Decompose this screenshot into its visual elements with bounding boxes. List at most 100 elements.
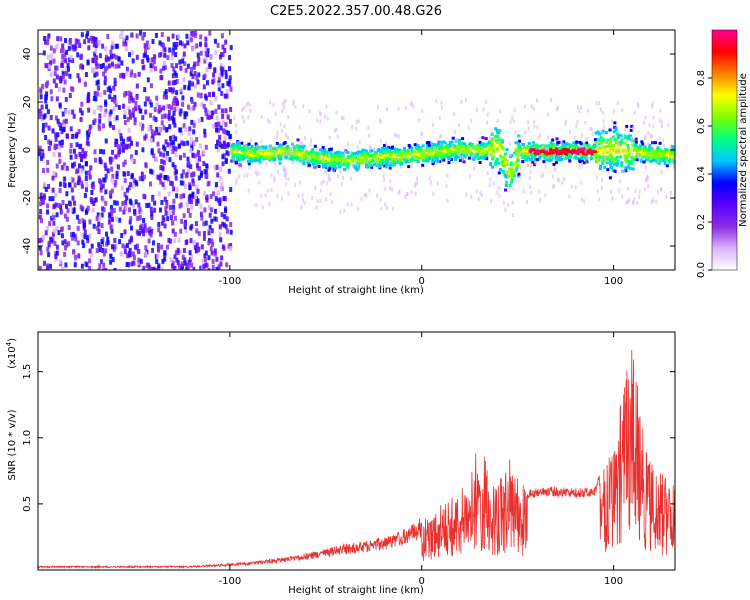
spectrogram-cell xyxy=(406,192,409,196)
spectrogram-cell xyxy=(648,145,652,149)
spectrogram-cell xyxy=(553,153,556,158)
spectrogram-cell xyxy=(146,77,150,83)
spectrogram-cell xyxy=(301,193,304,198)
spectrogram-cell xyxy=(183,43,187,49)
spectrogram-cell xyxy=(631,136,633,141)
spectrogram-cell xyxy=(502,170,506,174)
spectrogram-cell xyxy=(510,180,514,184)
spectrogram-cell xyxy=(206,181,210,187)
spectrogram-cell xyxy=(628,134,632,138)
spectrogram-cell xyxy=(429,180,432,185)
spectrogram-cell xyxy=(157,222,161,227)
spectrogram-cell xyxy=(100,64,103,69)
spectrogram-cell xyxy=(608,128,612,132)
spectrogram-cell xyxy=(43,113,47,119)
spectrogram-cell xyxy=(166,216,170,222)
spectrogram-cell xyxy=(311,158,315,162)
spectrogram-cell xyxy=(383,156,387,160)
spectrogram-cell xyxy=(55,163,59,169)
spectrogram-cell xyxy=(66,208,70,214)
spectrogram-cell xyxy=(443,147,447,151)
colorbar-tick-label: 0.4 xyxy=(696,166,707,182)
spectrogram-cell xyxy=(487,154,490,159)
spectrogram-cell xyxy=(57,144,61,150)
spectrogram-cell xyxy=(64,262,68,268)
spectrogram-cell xyxy=(175,63,179,69)
spectrogram-cell xyxy=(85,140,89,146)
spectrogram-cell xyxy=(115,174,119,180)
spectrogram-cell xyxy=(136,243,139,249)
spectrogram-cell xyxy=(589,146,592,150)
spectrogram-cell xyxy=(173,231,177,237)
spectrogram-cell xyxy=(111,149,114,155)
spectrogram-cell xyxy=(642,154,645,158)
spectrogram-cell xyxy=(512,172,516,176)
spectrogram-cell xyxy=(106,168,110,174)
spectrogram-cell xyxy=(396,152,399,157)
spectrogram-cell xyxy=(452,150,455,154)
spectrogram-cell xyxy=(230,150,234,154)
spectrogram-cell xyxy=(473,152,475,157)
spectrogram-cell xyxy=(431,151,435,155)
spectrogram-cell xyxy=(437,142,441,146)
spectrogram-cell xyxy=(181,95,185,101)
spectrogram-cell xyxy=(519,175,522,180)
spectrogram-cell xyxy=(139,121,142,127)
spectrogram-cell xyxy=(366,152,370,155)
spectrogram-cell xyxy=(130,225,133,231)
spectrogram-cell xyxy=(536,145,540,149)
spectrogram-cell xyxy=(77,39,81,45)
spectrogram-cell xyxy=(566,155,570,159)
spectrogram-cell xyxy=(208,115,212,120)
spectrogram-cell xyxy=(670,158,673,163)
spectrogram-cell xyxy=(380,162,384,166)
spectrogram-cell xyxy=(226,80,230,86)
spectrogram-cell xyxy=(320,158,324,162)
spectrogram-cell xyxy=(223,196,227,202)
spectrogram-cell xyxy=(327,153,330,157)
spectrogram-cell xyxy=(208,110,211,116)
spectrogram-cell xyxy=(406,155,410,158)
spectrogram-cell xyxy=(229,151,232,155)
spectrogram-cell xyxy=(71,109,75,115)
spectrogram-cell xyxy=(608,142,612,146)
spectrogram-cell xyxy=(536,125,539,130)
spectrogram-cell xyxy=(516,174,520,178)
spectrogram-cell xyxy=(638,194,641,199)
snr-y-label: SNR (10 * v/v) xyxy=(7,409,18,480)
spectrogram-cell xyxy=(73,44,77,50)
spectrogram-cell xyxy=(641,142,645,146)
spectrogram-cell xyxy=(325,104,328,109)
spectrogram-cell xyxy=(370,165,374,169)
spectrogram-cell xyxy=(119,34,122,40)
spectrogram-cell xyxy=(145,96,149,102)
spectrogram-cell xyxy=(90,243,94,249)
spectrogram-cell xyxy=(59,209,63,215)
spectrogram-cell xyxy=(61,71,65,77)
spectrogram-cell xyxy=(190,136,194,142)
spectrogram-cell xyxy=(123,178,127,184)
spectrogram-cell xyxy=(109,224,113,230)
spectrogram-cell xyxy=(174,52,178,58)
spectrogram-cell xyxy=(229,106,233,112)
spectrogram-cell xyxy=(518,139,522,143)
spectrogram-cell xyxy=(164,210,168,216)
spectrogram-cell xyxy=(464,149,468,153)
spectrogram-cell xyxy=(80,180,84,186)
spectrogram-cell xyxy=(431,146,435,150)
spectrogram-cell xyxy=(202,263,206,269)
spectrogram-cell xyxy=(357,158,361,162)
spectrogram-cell xyxy=(322,160,326,163)
spectrogram-cell xyxy=(404,194,407,199)
spectrogram-cell xyxy=(194,194,198,200)
spectrogram-cell xyxy=(545,152,549,156)
spectrogram-cell xyxy=(502,155,506,159)
spectrogram-cell xyxy=(210,218,214,224)
spectrogram-cell xyxy=(247,142,251,146)
spectrogram-cell xyxy=(525,200,528,204)
spectrogram-cell xyxy=(346,151,350,155)
spectrogram-cell xyxy=(630,161,634,165)
spectrogram-cell xyxy=(484,142,488,146)
spectrogram-cell xyxy=(211,110,215,116)
spectrogram-cell xyxy=(113,238,117,243)
